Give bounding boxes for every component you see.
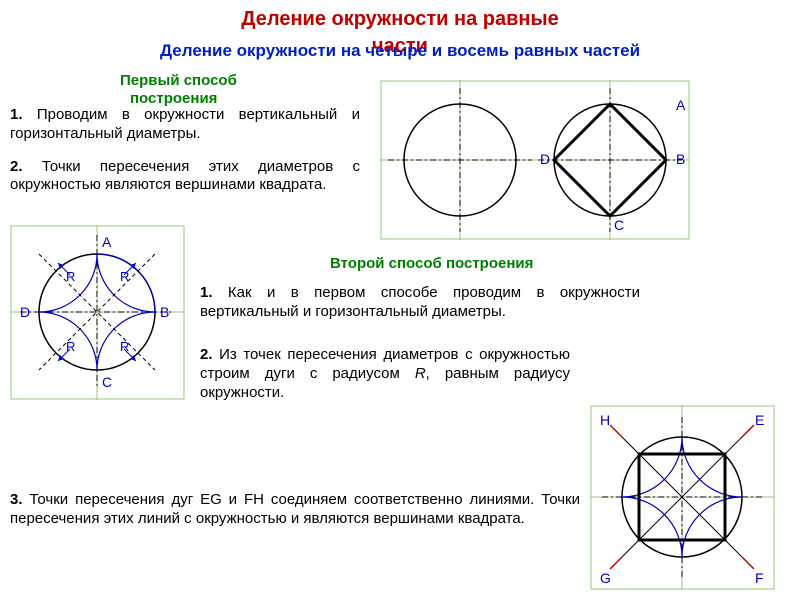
label-C: C [614,217,624,233]
method1-heading1: Первый способ [120,72,237,89]
subtitle: Деление окружности на четыре и восемь ра… [160,41,640,60]
m2-step1: 1. Как и в первом способе проводим в окр… [200,284,640,322]
method2-heading: Второй способ построения [330,255,533,272]
m2-step3: 3. Точки пересечения дуг EG и FH соединя… [10,491,580,529]
svg-text:C: C [102,374,112,390]
svg-text:D: D [20,304,30,320]
svg-text:R: R [66,269,75,284]
svg-text:F: F [755,570,764,586]
svg-text:H: H [600,412,610,428]
m1-step2: 2. Точки пересечения этих диаметров с ок… [10,158,360,196]
svg-text:B: B [160,304,169,320]
figure-top: A B C D [380,80,690,244]
label-D: D [540,151,550,167]
figure-bottom-right: H E F G [590,405,790,594]
label-A: A [676,97,686,113]
label-B: B [676,151,685,167]
svg-text:G: G [600,570,611,586]
svg-text:R: R [120,339,129,354]
figure-bottom-left: R R R R A B C D [10,225,190,404]
m1-step1: 1. Проводим в окружности вертикальный и … [10,106,360,144]
svg-text:E: E [755,412,764,428]
svg-text:A: A [102,234,112,250]
m2-step2: 2. Из точек пересечения диаметров с окру… [200,346,570,402]
